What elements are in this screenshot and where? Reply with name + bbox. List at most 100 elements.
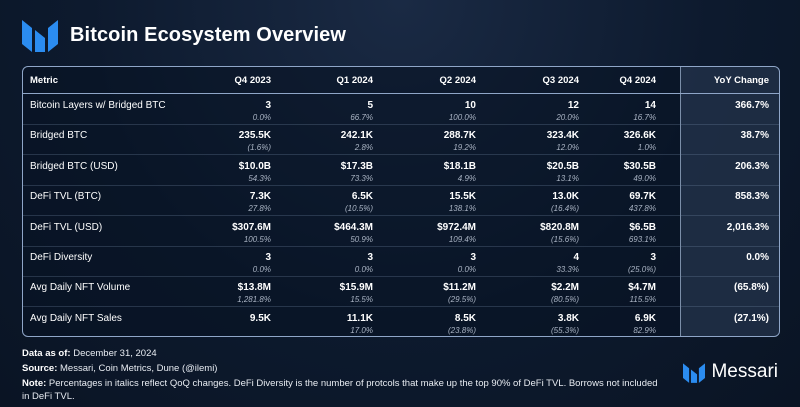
cell-q2-2024: 15.5K 138.1% [449,191,476,213]
cell-q1-2024: $17.3B 73.3% [341,161,373,183]
cell-q4-2024: 14 16.7% [633,100,656,122]
cell-qoq-change: 0.0% [354,265,373,274]
cell-value: $972.4M [437,221,476,233]
cell-qoq-change: 82.9% [633,325,656,335]
cell-qoq-change: 15.5% [350,295,373,305]
cell-value: 3.8K [557,312,579,324]
metric-name: Avg Daily NFT Volume [30,282,131,294]
cell-qoq-change: (16.4%) [550,204,579,214]
table-row: DeFi TVL (USD) $307.6M 100.5% $464.3M 50.9% $… [23,217,779,247]
cell-qoq-change: 66.7% [350,113,373,122]
header-yoy-change: YoY Change [713,74,769,86]
cell-value: 3 [265,100,271,111]
cell-qoq-change: 100.0% [448,113,476,122]
cell-q3-2024: 12 20.0% [556,100,579,122]
cell-value: 7.3K [249,191,271,203]
cell-value: 9.5K [249,312,271,324]
cell-value: 3 [650,252,656,263]
cell-q4-2023: 7.3K 27.8% [248,191,271,213]
cell-value: 323.4K [546,130,579,142]
cell-qoq-change: (15.6%) [550,234,579,244]
cell-q4-2024: 3 (25.0%) [628,252,656,274]
cell-qoq-change: 115.5% [629,295,656,305]
header-q3-2024: Q3 2024 [542,74,579,86]
table-row: Avg Daily NFT Sales 9.5K 11.1K 17.0% 8.5K (23… [23,308,779,336]
cell-q3-2024: $20.5B 13.1% [547,161,579,183]
cell-q1-2024: $464.3M 50.9% [334,222,373,244]
cell-value: $2.2M [551,282,579,294]
cell-qoq-change: 0.0% [252,113,271,122]
cell-q4-2023: $307.6M 100.5% [232,222,271,244]
brand-name: Messari [711,361,778,382]
metric-name: Bridged BTC (USD) [30,160,118,172]
cell-q4-2024: $6.5B 693.1% [629,222,656,244]
cell-value: $464.3M [334,221,373,233]
cell-q4-2024: 6.9K 82.9% [633,313,656,335]
cell-q4-2023: 9.5K [250,313,271,326]
yoy-change-value: 206.3% [735,160,769,172]
cell-qoq-change: (80.5%) [550,295,579,305]
cell-value: 3 [265,252,271,263]
table-row: Bitcoin Layers w/ Bridged BTC 3 0.0% 5 66.7%… [23,95,779,125]
messari-brand-icon [683,362,706,383]
header-q4-2024: Q4 2024 [619,74,656,86]
cell-q2-2024: 8.5K (23.8%) [448,313,476,335]
cell-q4-2024: $4.7M 115.5% [628,282,656,304]
cell-qoq-change: 17.0% [350,325,373,335]
cell-value: 326.6K [623,130,656,142]
cell-value: $17.3B [340,160,373,172]
cell-qoq-change: 27.8% [248,204,271,214]
cell-qoq-change: 0.0% [252,265,271,274]
cell-value: $20.5B [546,160,579,172]
yoy-change-value: 0.0% [746,252,769,263]
table-row: Bridged BTC (USD) $10.0B 54.3% $17.3B 73.3% $… [23,156,779,186]
cell-qoq-change: (23.8%) [447,325,476,335]
cell-value: $820.8M [540,221,579,233]
cell-q4-2023: 3 0.0% [253,252,271,274]
cell-q1-2024: 242.1K 2.8% [341,130,373,152]
cell-value: 6.9K [634,312,656,324]
cell-qoq-change: 437.8% [628,204,656,214]
cell-qoq-change: 0.0% [457,265,476,274]
data-table: Metric Q4 2023 Q1 2024 Q2 2024 Q3 2024 Q… [22,66,780,337]
header: Bitcoin Ecosystem Overview [22,17,346,53]
cell-value: $13.8M [237,282,271,294]
cell-qoq-change: 100.5% [243,234,271,244]
header-q2-2024: Q2 2024 [439,74,476,86]
cell-q1-2024: $15.9M 15.5% [340,282,373,304]
cell-value: 3 [367,252,373,263]
cell-q2-2024: 3 0.0% [458,252,476,274]
cell-q3-2024: 4 33.3% [556,252,579,274]
cell-qoq-change: 19.2% [453,143,476,153]
cell-qoq-change: 4.9% [457,173,476,183]
cell-q4-2023: 235.5K (1.6%) [239,130,271,152]
cell-value: 288.7K [443,130,476,142]
table-row: DeFi Diversity 3 0.0% 3 0.0% 3 0.0% 4 33.3% 3 (25.… [23,247,779,277]
cell-value: 5 [367,100,373,111]
metric-name: DeFi TVL (USD) [30,221,103,233]
cell-q4-2023: $10.0B 54.3% [239,161,271,183]
cell-value: 13.0K [552,191,579,203]
cell-qoq-change: 73.3% [350,173,373,183]
cell-qoq-change: (55.3%) [550,325,579,335]
metric-name: DeFi Diversity [30,252,93,263]
data-as-of: Data as of: December 31, 2024 [22,348,157,359]
table-row: DeFi TVL (BTC) 7.3K 27.8% 6.5K (10.5%) 15.5K 1… [23,186,779,217]
cell-q3-2024: $820.8M (15.6%) [540,222,579,244]
cell-q1-2024: 11.1K 17.0% [347,313,373,335]
yoy-column-shade [680,67,779,336]
cell-value: $4.7M [628,282,656,294]
cell-value: $18.1B [443,160,476,172]
cell-q3-2024: 3.8K (55.3%) [551,313,579,335]
cell-value: 11.1K [346,312,373,324]
cell-q4-2024: $30.5B 49.0% [624,161,656,183]
cell-qoq-change: 54.3% [248,173,271,183]
cell-qoq-change: 13.1% [556,173,579,183]
cell-q4-2023: 3 0.0% [253,100,271,122]
cell-q2-2024: $11.2M (29.5%) [443,282,476,304]
cell-q2-2024: 10 100.0% [449,100,476,122]
table-header: Metric Q4 2023 Q1 2024 Q2 2024 Q3 2024 Q… [23,67,779,94]
cell-q2-2024: $18.1B 4.9% [444,161,476,183]
cell-value: $11.2M [443,282,476,294]
cell-q2-2024: 288.7K 19.2% [444,130,476,152]
